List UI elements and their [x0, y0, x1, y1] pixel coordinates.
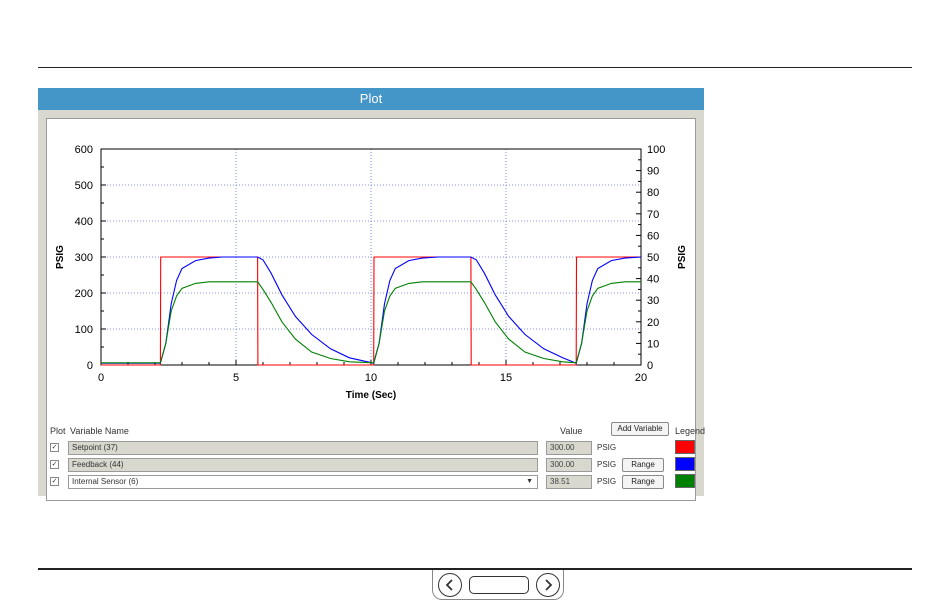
variable-row-feedback: ✓ Feedback (44) 300.00 PSIG Range — [38, 457, 704, 473]
chevron-right-icon — [545, 579, 553, 591]
unit-label: PSIG — [597, 443, 617, 452]
next-button[interactable] — [536, 573, 560, 597]
variable-select-value: Internal Sensor (6) — [72, 477, 139, 486]
y2-tick-label: 70 — [647, 209, 659, 221]
y2-tick-label: 90 — [647, 166, 659, 178]
variable-table: Plot Variable Name Value Add Variable Le… — [38, 418, 706, 496]
y2-axis-label: PSIG — [677, 245, 688, 269]
plot-checkbox[interactable]: ✓ — [50, 443, 59, 452]
y2-tick-label: 0 — [647, 360, 653, 372]
previous-button[interactable] — [438, 573, 462, 597]
chevron-left-icon — [445, 579, 453, 591]
series-line-2 — [101, 281, 641, 364]
page-indicator — [469, 576, 529, 594]
y2-tick-label: 60 — [647, 230, 659, 242]
y-tick-label: 400 — [75, 216, 93, 228]
variable-name-column-header: Variable Name — [70, 426, 129, 436]
y2-tick-label: 20 — [647, 317, 659, 329]
series-line-0 — [101, 256, 641, 366]
bottom-divider — [38, 568, 912, 570]
legend-swatch-blue[interactable] — [675, 457, 695, 471]
top-divider — [38, 67, 912, 68]
unit-label: PSIG — [597, 460, 617, 469]
y-tick-label: 0 — [87, 360, 93, 372]
value-field: 38.51 — [546, 475, 592, 489]
y-tick-label: 200 — [75, 288, 93, 300]
y2-tick-label: 80 — [647, 187, 659, 199]
x-tick-label: 20 — [635, 372, 647, 384]
plot-checkbox[interactable]: ✓ — [50, 477, 59, 486]
x-tick-label: 15 — [500, 372, 512, 384]
variable-row-internal-sensor: ✓ Internal Sensor (6) ▼ 38.51 PSIG Range — [38, 474, 704, 490]
unit-label: PSIG — [597, 477, 617, 486]
x-tick-label: 0 — [98, 372, 104, 384]
y-axis-label: PSIG — [55, 245, 66, 269]
line-chart: 0 5 10 15 2001002003004005006000102030405060… — [55, 144, 688, 401]
x-tick-label: 10 — [365, 372, 377, 384]
y-tick-label: 300 — [75, 252, 93, 264]
page-navigation — [432, 570, 564, 600]
add-variable-button[interactable]: Add Variable — [611, 422, 669, 436]
plot-title: Plot — [38, 88, 704, 110]
plot-panel: Plot 0 5 10 15 20 0 100 200 300 400 500 600 0 10 20 30 4… — [38, 88, 706, 501]
y2-tick-label: 10 — [647, 338, 659, 350]
y-tick-label: 100 — [75, 324, 93, 336]
y2-tick-label: 50 — [647, 252, 659, 264]
y2-tick-label: 30 — [647, 295, 659, 307]
x-tick-label: 5 — [233, 372, 239, 384]
y-tick-label: 600 — [75, 144, 93, 156]
value-field: 300.00 — [546, 458, 592, 472]
chart-area: 0 5 10 15 20 0 100 200 300 400 500 600 0 10 20 30 40 50 60… — [46, 118, 696, 501]
legend-swatch-green[interactable] — [675, 474, 695, 488]
plot-column-header: Plot — [50, 426, 66, 436]
dropdown-arrow-icon[interactable]: ▼ — [526, 478, 533, 485]
x-axis-label: Time (Sec) — [346, 390, 396, 401]
plot-checkbox[interactable]: ✓ — [50, 460, 59, 469]
legend-swatch-red[interactable] — [675, 440, 695, 454]
value-column-header: Value — [560, 426, 583, 436]
y-tick-label: 500 — [75, 180, 93, 192]
variable-select[interactable]: Internal Sensor (6) ▼ — [68, 475, 538, 489]
range-button[interactable]: Range — [622, 475, 664, 489]
y2-tick-label: 40 — [647, 274, 659, 286]
range-button[interactable]: Range — [622, 458, 664, 472]
legend-column-header: Legend — [675, 426, 706, 436]
y2-tick-label: 100 — [647, 144, 665, 156]
variable-name-field: Setpoint (37) — [68, 441, 538, 455]
variable-row-setpoint: ✓ Setpoint (37) 300.00 PSIG — [38, 440, 704, 456]
variable-name-field: Feedback (44) — [68, 458, 538, 472]
value-field: 300.00 — [546, 441, 592, 455]
